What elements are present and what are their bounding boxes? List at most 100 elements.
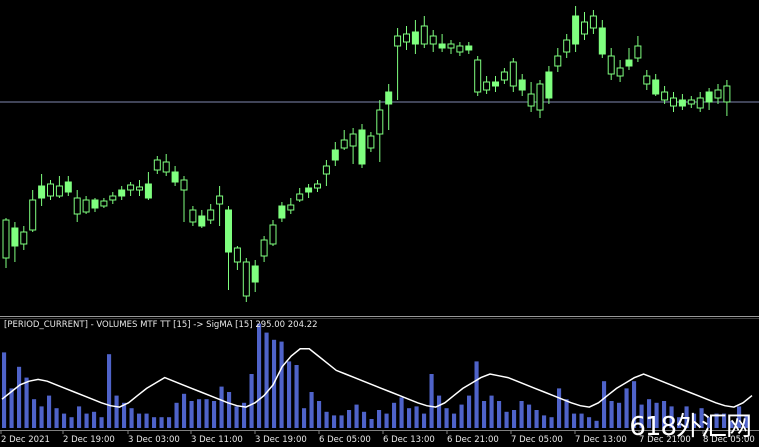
volume-bar xyxy=(234,406,239,428)
volume-bar xyxy=(429,374,434,428)
candle-body xyxy=(287,204,295,211)
candle-body xyxy=(189,209,197,223)
candle-body xyxy=(411,31,419,45)
candle-body xyxy=(153,159,161,171)
candle-body xyxy=(518,79,526,91)
time-tick-label: 7 Dec 13:00 xyxy=(575,435,627,445)
volume-bar xyxy=(24,377,29,428)
volume-bar xyxy=(242,402,247,428)
candle-body xyxy=(607,55,615,75)
candle-body xyxy=(652,79,660,95)
volume-bar xyxy=(572,413,577,428)
volume-bar xyxy=(92,411,97,428)
volume-bar xyxy=(399,397,404,428)
volume-bar xyxy=(422,413,427,428)
volume-bar xyxy=(227,392,232,428)
volume-bar xyxy=(309,392,314,428)
volume-bar xyxy=(452,413,457,428)
volume-bar xyxy=(152,417,157,428)
candle-body xyxy=(545,71,553,99)
volume-bar xyxy=(377,410,382,428)
volume-bar xyxy=(497,401,502,428)
volume-bar xyxy=(714,413,719,428)
candle-body xyxy=(314,183,321,189)
volume-bar xyxy=(197,399,202,428)
volume-bar xyxy=(444,408,449,428)
volume-bar xyxy=(2,352,7,428)
time-tick-label: 3 Dec 19:00 xyxy=(255,435,307,445)
volume-bar xyxy=(362,411,367,428)
candle-body xyxy=(563,39,571,53)
volume-bar xyxy=(489,395,494,428)
sigma-ma-line xyxy=(1,348,753,408)
volume-bar xyxy=(137,413,142,428)
volume-bar xyxy=(99,417,104,428)
candle-body xyxy=(589,15,597,29)
watermark-logo: 618外汇网 xyxy=(629,412,752,442)
candle-body xyxy=(349,133,357,147)
volume-bar xyxy=(692,413,697,428)
volume-bar xyxy=(39,406,44,428)
candle-body xyxy=(322,165,330,175)
candle-body xyxy=(483,81,491,91)
volume-bar xyxy=(459,404,464,428)
volume-bar xyxy=(182,393,187,428)
candle-body xyxy=(340,139,348,149)
volume-bar xyxy=(189,401,194,428)
candle-body xyxy=(358,129,366,165)
candle-body xyxy=(696,97,704,109)
volume-bar xyxy=(677,417,682,428)
candle-body xyxy=(509,61,517,87)
price-chart[interactable] xyxy=(0,0,759,316)
volume-bar xyxy=(467,395,472,428)
candle-body xyxy=(11,227,19,247)
candle-body xyxy=(29,199,37,231)
volume-bar xyxy=(264,332,269,428)
volume-bar xyxy=(294,365,299,428)
volume-bar xyxy=(737,406,742,428)
candle-body xyxy=(162,161,170,173)
candle-body xyxy=(198,215,206,227)
volume-bar xyxy=(602,381,607,428)
time-tick-label: 7 Dec 21:00 xyxy=(639,435,691,445)
volume-bar xyxy=(339,415,344,428)
volume-bar xyxy=(699,408,704,428)
volume-bar xyxy=(722,413,727,428)
volume-bar xyxy=(159,417,164,428)
time-tick-label: 3 Dec 03:00 xyxy=(128,435,180,445)
candle-body xyxy=(598,27,606,55)
volume-bar xyxy=(414,406,419,428)
candle-body xyxy=(714,89,722,99)
candle-body xyxy=(616,67,624,77)
candle-body xyxy=(527,93,535,107)
candle-body xyxy=(73,197,81,215)
candle-body xyxy=(20,231,28,245)
volume-bar xyxy=(62,413,67,428)
candle-body xyxy=(678,99,686,107)
candle-body xyxy=(127,184,135,191)
candle-body xyxy=(64,181,72,193)
candle-body xyxy=(233,247,241,263)
candle-body xyxy=(394,35,402,47)
candle-body xyxy=(216,195,224,205)
candle-body xyxy=(269,224,277,245)
candle-body xyxy=(91,199,99,209)
candle-body xyxy=(447,43,455,49)
volume-bar xyxy=(579,413,584,428)
volume-bar xyxy=(384,413,389,428)
volume-bar xyxy=(707,417,712,428)
candle-body xyxy=(2,219,10,259)
volume-bar xyxy=(617,402,622,428)
volume-bar xyxy=(167,417,172,428)
candle-body xyxy=(643,75,651,85)
time-tick-label: 8 Dec 05:00 xyxy=(703,435,755,445)
candle-body xyxy=(456,45,464,53)
candle-body xyxy=(278,205,286,219)
candle-body xyxy=(385,91,393,105)
candle-body xyxy=(55,185,63,197)
volume-bar xyxy=(17,366,22,428)
candle-body xyxy=(429,35,437,45)
volume-bar xyxy=(47,395,52,428)
